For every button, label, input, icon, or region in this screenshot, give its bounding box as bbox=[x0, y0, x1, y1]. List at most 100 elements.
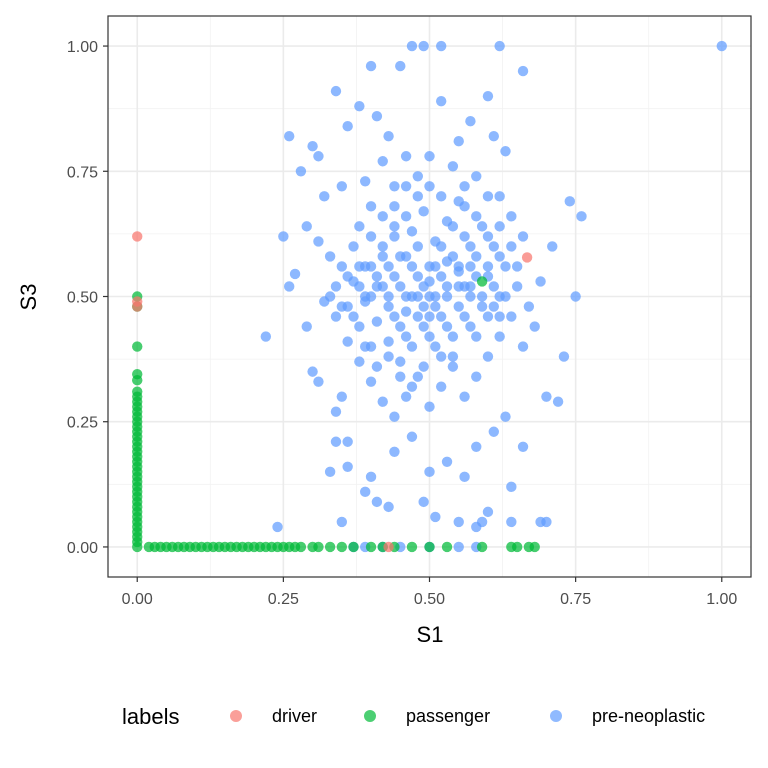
data-point-pre-neoplastic bbox=[541, 391, 552, 402]
data-point-pre-neoplastic bbox=[330, 406, 342, 417]
data-point-pre-neoplastic bbox=[459, 471, 470, 483]
data-point-pre-neoplastic bbox=[354, 261, 365, 272]
data-point-passenger bbox=[132, 341, 143, 352]
data-point-pre-neoplastic bbox=[482, 311, 494, 322]
data-point-driver bbox=[521, 252, 533, 263]
data-point-pre-neoplastic bbox=[558, 351, 570, 362]
data-point-pre-neoplastic bbox=[389, 446, 400, 457]
data-point-pre-neoplastic bbox=[412, 171, 424, 182]
legend: labels driver passenger pre-neoplastic bbox=[122, 704, 705, 729]
data-point-pre-neoplastic bbox=[371, 496, 383, 508]
data-point-pre-neoplastic bbox=[435, 271, 447, 282]
data-point-pre-neoplastic bbox=[365, 201, 377, 212]
data-point-pre-neoplastic bbox=[330, 85, 342, 97]
data-point-pre-neoplastic bbox=[482, 191, 494, 202]
data-point-pre-neoplastic bbox=[395, 356, 406, 367]
data-point-pre-neoplastic bbox=[435, 381, 447, 392]
data-point-pre-neoplastic bbox=[389, 201, 400, 212]
data-point-pre-neoplastic bbox=[447, 351, 459, 362]
data-point-pre-neoplastic bbox=[447, 361, 459, 372]
data-point-passenger bbox=[295, 541, 307, 553]
data-point-pre-neoplastic bbox=[576, 211, 587, 222]
data-point-pre-neoplastic bbox=[313, 236, 324, 247]
data-point-passenger bbox=[511, 541, 523, 553]
data-point-pre-neoplastic bbox=[400, 391, 412, 402]
data-point-pre-neoplastic bbox=[360, 176, 371, 187]
data-point-pre-neoplastic bbox=[400, 211, 412, 222]
data-point-pre-neoplastic bbox=[278, 231, 289, 242]
data-point-pre-neoplastic bbox=[441, 256, 453, 267]
data-point-pre-neoplastic bbox=[564, 196, 575, 207]
data-point-pre-neoplastic bbox=[324, 291, 336, 302]
data-point-pre-neoplastic bbox=[570, 291, 581, 302]
data-point-pre-neoplastic bbox=[435, 311, 447, 322]
y-tick-label: 0.50 bbox=[67, 290, 98, 307]
data-point-pre-neoplastic bbox=[424, 276, 435, 287]
data-point-pre-neoplastic bbox=[476, 221, 488, 232]
data-point-pre-neoplastic bbox=[319, 191, 330, 202]
data-point-pre-neoplastic bbox=[383, 301, 394, 312]
data-point-pre-neoplastic bbox=[488, 301, 499, 312]
data-point-pre-neoplastic bbox=[365, 291, 377, 302]
data-point-pre-neoplastic bbox=[476, 291, 488, 302]
data-point-pre-neoplastic bbox=[365, 471, 377, 483]
data-point-pre-neoplastic bbox=[383, 261, 394, 272]
data-point-driver bbox=[132, 301, 143, 312]
data-point-pre-neoplastic bbox=[435, 191, 447, 202]
data-point-pre-neoplastic bbox=[365, 60, 377, 72]
data-point-pre-neoplastic bbox=[494, 191, 505, 202]
x-tick-label: 0.75 bbox=[560, 591, 591, 608]
data-point-driver bbox=[132, 231, 143, 242]
data-point-passenger bbox=[348, 541, 359, 553]
data-point-pre-neoplastic bbox=[500, 261, 511, 272]
data-point-pre-neoplastic bbox=[465, 241, 476, 252]
data-point-pre-neoplastic bbox=[330, 436, 342, 447]
data-point-pre-neoplastic bbox=[418, 40, 429, 52]
data-point-pre-neoplastic bbox=[354, 356, 365, 367]
data-point-pre-neoplastic bbox=[307, 366, 318, 377]
data-point-pre-neoplastic bbox=[494, 40, 505, 52]
data-point-passenger bbox=[365, 541, 377, 553]
x-tick-label: 1.00 bbox=[706, 591, 737, 608]
legend-label-passenger: passenger bbox=[406, 706, 490, 726]
data-point-pre-neoplastic bbox=[389, 221, 400, 232]
data-point-pre-neoplastic bbox=[360, 341, 371, 352]
data-point-pre-neoplastic bbox=[506, 241, 517, 252]
data-point-pre-neoplastic bbox=[453, 301, 464, 312]
data-point-passenger bbox=[529, 541, 540, 553]
data-point-pre-neoplastic bbox=[494, 331, 505, 342]
data-point-pre-neoplastic bbox=[295, 166, 307, 177]
data-point-pre-neoplastic bbox=[482, 351, 494, 362]
data-point-pre-neoplastic bbox=[517, 65, 529, 77]
data-point-pre-neoplastic bbox=[471, 251, 482, 262]
data-point-pre-neoplastic bbox=[459, 281, 470, 292]
data-point-pre-neoplastic bbox=[441, 291, 453, 302]
data-point-pre-neoplastic bbox=[488, 281, 499, 292]
legend-label-pre-neoplastic: pre-neoplastic bbox=[592, 706, 705, 726]
data-point-pre-neoplastic bbox=[406, 40, 418, 52]
data-point-pre-neoplastic bbox=[494, 221, 505, 232]
data-points bbox=[132, 40, 727, 553]
legend-label-driver: driver bbox=[272, 706, 317, 726]
data-point-pre-neoplastic bbox=[500, 146, 511, 157]
data-point-pre-neoplastic bbox=[395, 321, 406, 332]
data-point-pre-neoplastic bbox=[307, 141, 318, 152]
data-point-pre-neoplastic bbox=[406, 341, 418, 352]
data-point-pre-neoplastic bbox=[289, 268, 301, 280]
data-point-pre-neoplastic bbox=[324, 466, 336, 478]
data-point-pre-neoplastic bbox=[400, 181, 412, 192]
data-point-pre-neoplastic bbox=[471, 211, 482, 222]
data-point-pre-neoplastic bbox=[552, 396, 564, 407]
data-point-pre-neoplastic bbox=[342, 271, 353, 282]
data-point-pre-neoplastic bbox=[412, 271, 424, 282]
data-point-pre-neoplastic bbox=[336, 516, 348, 528]
data-point-pre-neoplastic bbox=[465, 321, 476, 332]
y-axis-title: S3 bbox=[16, 284, 41, 311]
data-point-pre-neoplastic bbox=[471, 331, 482, 342]
data-point-pre-neoplastic bbox=[342, 336, 353, 347]
data-point-pre-neoplastic bbox=[535, 276, 546, 287]
data-point-pre-neoplastic bbox=[529, 321, 540, 332]
data-point-pre-neoplastic bbox=[418, 361, 429, 372]
data-point-pre-neoplastic bbox=[354, 221, 365, 232]
